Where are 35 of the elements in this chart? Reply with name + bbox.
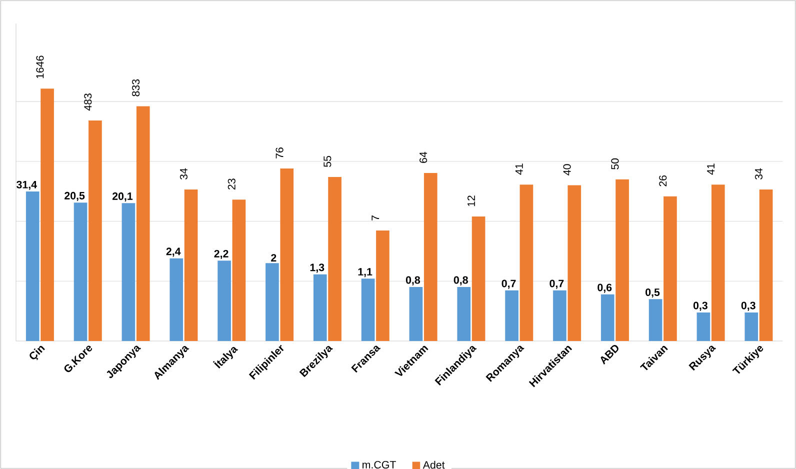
- data-label: 7: [372, 216, 380, 220]
- data-label: 41: [707, 164, 714, 175]
- data-label: 0,3: [693, 302, 708, 311]
- data-label: 2,2: [214, 250, 228, 260]
- data-label: 1646: [36, 56, 44, 78]
- data-label: 34: [180, 168, 188, 180]
- data-label: 0,8: [406, 276, 420, 286]
- legend-label: Adet: [422, 460, 445, 469]
- data-label: 23: [228, 178, 236, 190]
- legend-label: m.CGT: [362, 460, 396, 469]
- data-label: 833: [132, 79, 140, 96]
- data-label: 64: [420, 152, 428, 163]
- x-tick-label: Çin: [30, 346, 45, 360]
- data-label: 41: [515, 164, 523, 175]
- data-label: 20,1: [112, 192, 133, 202]
- data-label: 2,4: [166, 248, 181, 257]
- data-label: 12: [467, 196, 475, 206]
- data-label: 31,4: [16, 180, 37, 190]
- data-label: 0,7: [502, 280, 516, 289]
- data-label: 34: [754, 168, 762, 180]
- data-label: 50: [611, 158, 619, 170]
- data-label: 26: [659, 175, 667, 186]
- data-label: 2: [271, 254, 276, 262]
- data-label: 1,3: [310, 264, 324, 273]
- data-label: 76: [276, 148, 284, 158]
- data-label: 0,6: [598, 284, 612, 293]
- data-label: 55: [324, 156, 332, 167]
- data-label: 20,5: [64, 192, 85, 202]
- data-label: 0,5: [646, 288, 660, 298]
- data-label: 40: [563, 164, 571, 176]
- data-label: 0,8: [454, 276, 468, 286]
- data-label: 1,1: [358, 268, 372, 278]
- data-label: 0,3: [741, 302, 756, 311]
- data-label: 483: [84, 94, 92, 111]
- data-label: 0,7: [550, 280, 564, 289]
